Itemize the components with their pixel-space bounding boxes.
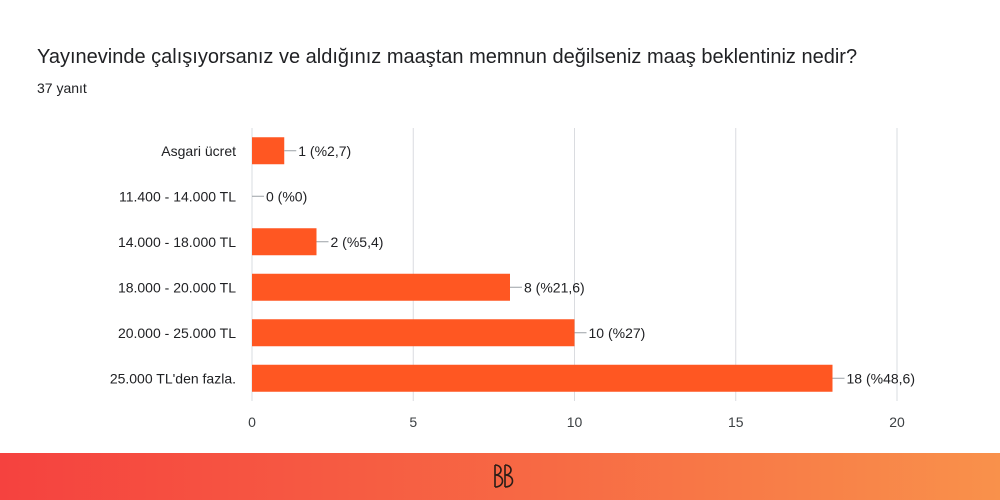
bar — [252, 319, 575, 347]
data-label: 0 (%0) — [266, 188, 307, 204]
question-title: Yayınevinde çalışıyorsanız ve aldığınız … — [37, 46, 858, 68]
x-tick-label: 15 — [728, 414, 744, 430]
data-label: 18 (%48,6) — [847, 370, 915, 386]
bar — [252, 228, 317, 256]
category-label: 18.000 - 20.000 TL — [118, 279, 236, 295]
x-tick-label: 20 — [889, 414, 905, 430]
response-count: 37 yanıt — [37, 80, 87, 96]
bar — [252, 273, 510, 301]
data-label: 1 (%2,7) — [298, 143, 351, 159]
x-tick-label: 10 — [567, 414, 583, 430]
category-label: 14.000 - 18.000 TL — [118, 234, 236, 250]
data-label: 10 (%27) — [589, 325, 646, 341]
x-tick-label: 0 — [248, 414, 256, 430]
data-label: 8 (%21,6) — [524, 279, 585, 295]
category-label: Asgari ücret — [161, 143, 236, 159]
footer-bar — [0, 453, 1000, 500]
bar — [252, 364, 833, 392]
bar-chart: 0 5 10 15 20 Asgari ücret 1 (%2,7) 11.400 - 14.… — [110, 128, 915, 430]
bar — [252, 137, 285, 165]
category-label: 20.000 - 25.000 TL — [118, 325, 236, 341]
category-label: 25.000 TL'den fazla. — [110, 370, 236, 386]
x-tick-label: 5 — [409, 414, 417, 430]
bb-monogram-icon — [494, 464, 514, 488]
category-label: 11.400 - 14.000 TL — [119, 188, 236, 204]
data-label: 2 (%5,4) — [331, 234, 384, 250]
